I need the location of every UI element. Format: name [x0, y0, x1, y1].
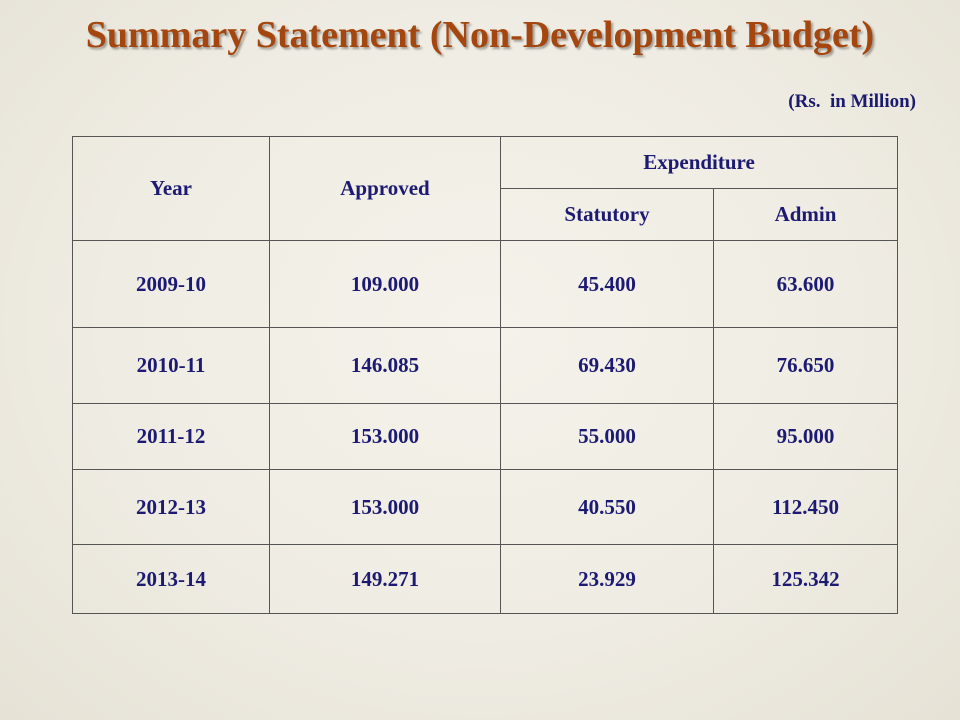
cell-approved: 109.000 [269, 240, 501, 328]
cell-year: 2010-11 [72, 327, 270, 404]
units-note: (Rs. in Million) [788, 91, 916, 112]
slide-title: Summary Statement (Non-Development Budge… [85, 14, 875, 56]
table-row: 2011-12 153.000 55.000 95.000 [72, 403, 899, 470]
cell-admin: 95.000 [712, 403, 899, 470]
cell-year: 2009-10 [72, 240, 270, 328]
cell-statutory: 40.550 [500, 469, 714, 545]
table-row: 2013-14 149.271 23.929 125.342 [72, 544, 899, 614]
cell-approved: 149.271 [269, 544, 501, 614]
cell-statutory: 69.430 [500, 327, 714, 404]
budget-summary-table: Year Approved Expenditure Statutory Admi… [72, 136, 899, 614]
cell-year: 2011-12 [72, 403, 270, 470]
header-admin: Admin [712, 188, 899, 241]
cell-admin: 76.650 [712, 327, 899, 404]
cell-statutory: 55.000 [500, 403, 714, 470]
cell-approved: 153.000 [269, 403, 501, 470]
header-year: Year [72, 136, 270, 241]
cell-approved: 146.085 [269, 327, 501, 404]
table-row: 2009-10 109.000 45.400 63.600 [72, 240, 899, 328]
cell-approved: 153.000 [269, 469, 501, 545]
cell-admin: 63.600 [712, 240, 899, 328]
cell-year: 2013-14 [72, 544, 270, 614]
cell-statutory: 23.929 [500, 544, 714, 614]
cell-admin: 125.342 [712, 544, 899, 614]
header-expenditure: Expenditure [499, 136, 899, 189]
cell-year: 2012-13 [72, 469, 270, 545]
header-approved: Approved [269, 136, 501, 241]
table-row: 2010-11 146.085 69.430 76.650 [72, 327, 899, 404]
table-row: 2012-13 153.000 40.550 112.450 [72, 469, 899, 545]
cell-statutory: 45.400 [500, 240, 714, 328]
cell-admin: 112.450 [712, 469, 899, 545]
header-statutory: Statutory [500, 188, 714, 241]
